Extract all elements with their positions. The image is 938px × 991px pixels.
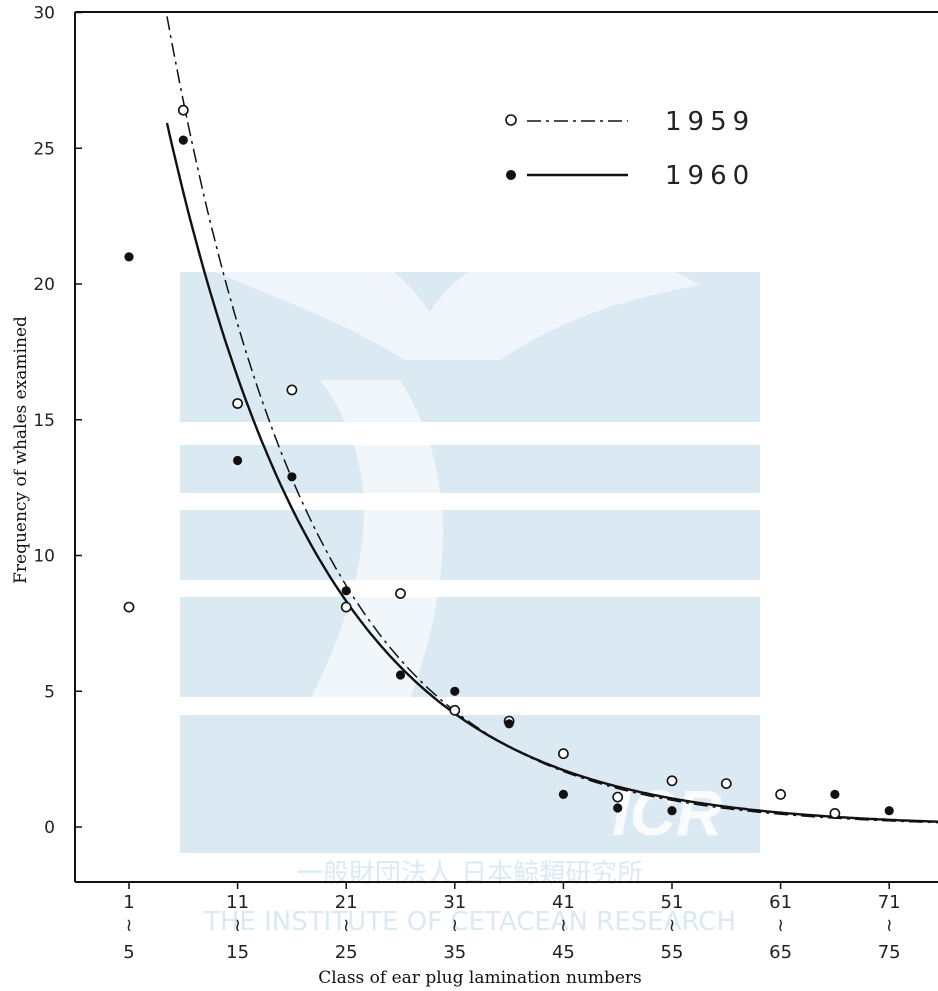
x-tick-tilde: ≀ [451, 915, 458, 936]
legend-marker-1960 [506, 170, 516, 180]
x-tick-label-bottom: 35 [443, 942, 466, 963]
data-point-1959 [123, 601, 135, 613]
x-tick-tilde: ≀ [669, 915, 676, 936]
y-tick-label: 20 [33, 275, 55, 295]
x-tick-tilde: ≀ [234, 915, 241, 936]
y-tick-label: 30 [33, 4, 55, 24]
y-axis-ticks: 0 5 10 15 20 25 30 [33, 4, 82, 838]
watermark-block [180, 510, 760, 580]
legend: 1959 1960 [505, 107, 755, 191]
y-axis-title: Frequency of whales examined [11, 316, 31, 584]
data-point-1960 [341, 586, 351, 596]
x-tick-label-top: 51 [661, 892, 684, 913]
data-point-1959 [340, 601, 352, 613]
x-tick-label-bottom: 25 [335, 942, 358, 963]
x-tick-label-bottom: 75 [878, 942, 901, 963]
data-point-1959 [558, 748, 569, 760]
x-tick-label-top: 71 [878, 892, 901, 913]
watermark-block [180, 597, 760, 697]
data-point-1959 [829, 808, 841, 819]
x-tick-tilde: ≀ [126, 915, 133, 936]
legend-label-1959: 1959 [665, 107, 755, 137]
data-point-1959 [286, 384, 298, 396]
y-tick-label: 0 [44, 818, 55, 838]
y-tick-label: 10 [33, 547, 55, 567]
x-tick-label-top: 11 [226, 892, 249, 913]
y-tick-label: 15 [33, 411, 55, 431]
data-point-1959 [449, 704, 461, 716]
data-point-1959 [612, 791, 624, 803]
watermark-body [310, 380, 443, 700]
data-point-1960 [830, 789, 840, 800]
fit-curve-1959 [166, 16, 938, 824]
data-point-1960 [287, 472, 297, 482]
data-point-1959 [666, 775, 678, 787]
data-point-1960 [504, 719, 514, 729]
y-tick-label: 5 [44, 682, 55, 702]
y-tick-label: 25 [33, 139, 55, 159]
x-tick-tilde: ≀ [343, 915, 350, 936]
data-point-1960 [450, 686, 460, 696]
x-axis-title: Class of ear plug lamination numbers [318, 968, 642, 988]
fit-curves [165, 16, 938, 824]
data-point-1960 [178, 135, 188, 145]
x-tick-tilde: ≀ [886, 915, 893, 936]
x-tick-tilde: ≀ [777, 915, 784, 936]
data-point-1960 [124, 252, 134, 262]
x-tick-label-bottom: 5 [123, 942, 134, 963]
fit-curve-1960 [165, 122, 938, 823]
x-tick-label-bottom: 55 [661, 942, 684, 963]
watermark-english: THE INSTITUTE OF CETACEAN RESEARCH [203, 907, 736, 937]
data-point-1960 [233, 455, 243, 466]
x-tick-label-bottom: 45 [552, 942, 575, 963]
x-tick-label-top: 41 [552, 892, 575, 913]
x-tick-tilde: ≀ [560, 915, 567, 936]
x-tick-label-top: 31 [443, 892, 466, 913]
data-point-1960 [395, 670, 406, 680]
watermark-logo-text: ICR [612, 777, 722, 849]
legend-marker-1959 [505, 114, 517, 126]
data-point-1959 [775, 789, 786, 800]
x-tick-label-top: 21 [335, 892, 358, 913]
data-point-1959 [395, 588, 406, 599]
data-point-1959 [177, 104, 189, 116]
watermark-block [180, 715, 760, 853]
data-point-1960 [884, 806, 894, 816]
watermark-japanese: 一般財団法人 日本鯨類研究所 [297, 859, 643, 889]
data-point-1960 [613, 803, 623, 813]
axes [74, 11, 938, 883]
data-points [123, 104, 894, 819]
legend-label-1960: 1960 [665, 161, 755, 191]
x-tick-label-bottom: 15 [226, 942, 249, 963]
x-tick-label-top: 61 [769, 892, 792, 913]
watermark: ICR 一般財団法人 日本鯨類研究所 THE INSTITUTE OF CETA… [180, 238, 760, 937]
watermark-whale-tail [215, 238, 700, 360]
data-point-1959 [720, 778, 732, 789]
data-point-1959 [232, 398, 243, 409]
watermark-block [180, 445, 760, 493]
data-point-1960 [558, 789, 569, 800]
x-tick-label-bottom: 65 [769, 942, 792, 963]
data-point-1960 [667, 806, 677, 816]
x-tick-label-top: 1 [123, 892, 134, 913]
